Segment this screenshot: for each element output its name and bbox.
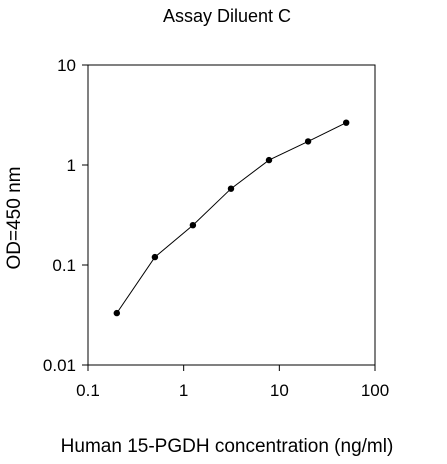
data-point: [189, 222, 197, 229]
x-axis-ticks: 0.1 1 10 100: [76, 365, 389, 400]
series-layer: [113, 119, 350, 317]
y-axis-label: OD=450 nm: [4, 167, 25, 270]
chart-title: Assay Diluent C: [163, 6, 291, 26]
y-axis-ticks: 0.01 0.1 1 10: [43, 56, 88, 375]
x-tick-label: 1: [179, 381, 188, 400]
data-point: [227, 185, 235, 192]
y-tick-label: 1: [67, 156, 76, 175]
data-point: [265, 156, 273, 164]
series-line: [116, 122, 347, 314]
data-point: [113, 309, 121, 317]
y-tick-label: 10: [57, 56, 76, 75]
x-tick-label: 10: [270, 381, 289, 400]
plot-area: [87, 64, 376, 366]
y-tick-label: 0.01: [43, 356, 76, 375]
x-tick-label: 0.1: [76, 381, 100, 400]
data-point: [304, 138, 312, 145]
y-tick-label: 0.1: [52, 256, 76, 275]
x-tick-label: 100: [361, 381, 389, 400]
data-point: [151, 253, 159, 261]
x-axis-label: Human 15-PGDH concentration (ng/ml): [61, 436, 394, 457]
data-point: [343, 119, 350, 126]
